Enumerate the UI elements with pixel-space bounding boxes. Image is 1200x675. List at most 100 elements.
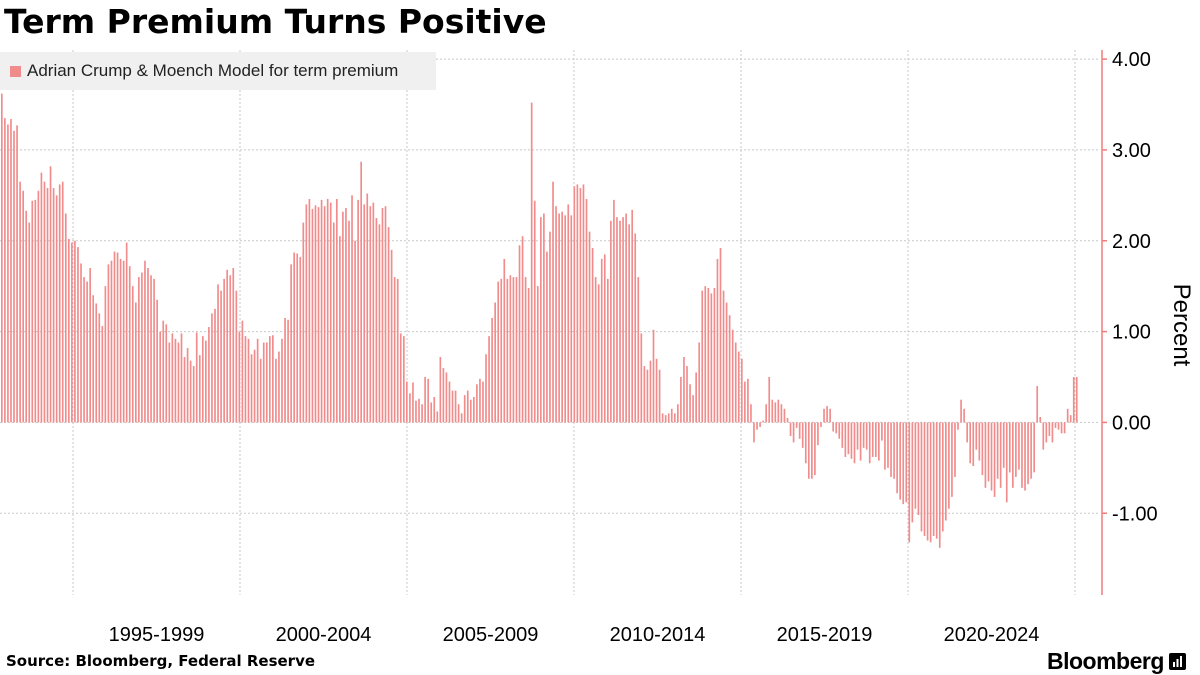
bar bbox=[829, 408, 831, 423]
bar bbox=[899, 422, 901, 500]
bar bbox=[415, 400, 417, 423]
bar bbox=[89, 268, 91, 423]
bar bbox=[960, 399, 962, 423]
bar bbox=[881, 422, 883, 441]
bar bbox=[171, 333, 174, 423]
bar bbox=[865, 422, 868, 450]
bar bbox=[558, 213, 560, 423]
bar bbox=[412, 382, 414, 423]
bar bbox=[549, 231, 551, 423]
bar bbox=[874, 422, 877, 457]
bar bbox=[923, 422, 926, 536]
bar bbox=[838, 422, 841, 439]
bar bbox=[1012, 422, 1014, 488]
bar bbox=[613, 199, 615, 423]
bar bbox=[634, 233, 637, 423]
bar bbox=[147, 268, 149, 423]
chart-bars bbox=[1, 93, 1078, 548]
bar bbox=[77, 247, 79, 423]
bar bbox=[814, 422, 816, 476]
bar bbox=[768, 377, 771, 423]
bloomberg-mark-icon bbox=[1168, 653, 1186, 670]
bar bbox=[908, 422, 911, 543]
bar bbox=[540, 217, 542, 423]
bar bbox=[275, 358, 277, 423]
bar bbox=[506, 278, 509, 423]
bar bbox=[941, 422, 944, 532]
bar bbox=[1066, 408, 1069, 423]
bar bbox=[622, 217, 624, 423]
bar bbox=[966, 422, 968, 443]
bar bbox=[46, 188, 49, 423]
bar bbox=[241, 320, 244, 423]
bar bbox=[698, 342, 701, 423]
bar bbox=[792, 422, 795, 443]
bar bbox=[131, 286, 134, 423]
bar bbox=[893, 422, 895, 479]
bar bbox=[780, 404, 783, 423]
bar bbox=[195, 332, 198, 423]
bar bbox=[1054, 422, 1057, 428]
bar bbox=[37, 190, 40, 423]
bar bbox=[938, 422, 941, 548]
bar bbox=[689, 384, 691, 423]
source-note: Source: Bloomberg, Federal Reserve bbox=[6, 652, 316, 670]
bar bbox=[753, 422, 755, 443]
bar bbox=[25, 210, 28, 423]
bar bbox=[10, 119, 12, 423]
bar bbox=[58, 184, 61, 423]
bar bbox=[515, 277, 518, 423]
bar bbox=[984, 422, 987, 488]
bar bbox=[104, 286, 107, 423]
bar bbox=[1018, 422, 1020, 470]
bar bbox=[826, 406, 828, 423]
bar bbox=[409, 393, 411, 423]
bar bbox=[616, 217, 618, 423]
bar bbox=[67, 238, 70, 423]
bar bbox=[223, 278, 225, 423]
bar bbox=[625, 213, 627, 423]
bar bbox=[1030, 422, 1032, 479]
bar bbox=[387, 227, 390, 423]
bar bbox=[101, 326, 104, 423]
bar bbox=[530, 102, 533, 423]
bar bbox=[235, 290, 238, 423]
bar bbox=[963, 408, 965, 423]
bar bbox=[281, 338, 283, 423]
bar bbox=[1, 93, 3, 423]
bar bbox=[156, 299, 158, 423]
bar bbox=[777, 399, 780, 423]
bar bbox=[49, 166, 52, 423]
bar bbox=[868, 422, 871, 464]
bar bbox=[232, 268, 235, 423]
bar bbox=[564, 215, 567, 423]
bar bbox=[993, 422, 996, 497]
bar bbox=[287, 319, 289, 423]
bar bbox=[673, 413, 676, 423]
bar bbox=[747, 378, 749, 423]
bar bbox=[454, 390, 457, 423]
bar bbox=[640, 333, 643, 423]
bar bbox=[113, 251, 116, 423]
bar bbox=[250, 354, 253, 423]
bar bbox=[141, 272, 143, 423]
bar bbox=[378, 224, 381, 423]
bar bbox=[162, 320, 165, 423]
bar bbox=[585, 198, 588, 423]
bar bbox=[217, 284, 219, 423]
bar bbox=[710, 293, 713, 423]
x-tick-label: 2010-2014 bbox=[610, 624, 706, 646]
bar bbox=[479, 378, 481, 423]
bar bbox=[524, 277, 527, 423]
bar bbox=[536, 286, 539, 423]
bar bbox=[1039, 416, 1042, 423]
bar bbox=[1008, 422, 1011, 473]
bar bbox=[576, 184, 579, 423]
bar bbox=[948, 422, 950, 509]
bar bbox=[445, 372, 448, 423]
bar bbox=[695, 372, 697, 423]
bar bbox=[302, 222, 305, 423]
bar bbox=[756, 422, 758, 430]
bar bbox=[497, 281, 500, 423]
bar bbox=[329, 202, 332, 423]
